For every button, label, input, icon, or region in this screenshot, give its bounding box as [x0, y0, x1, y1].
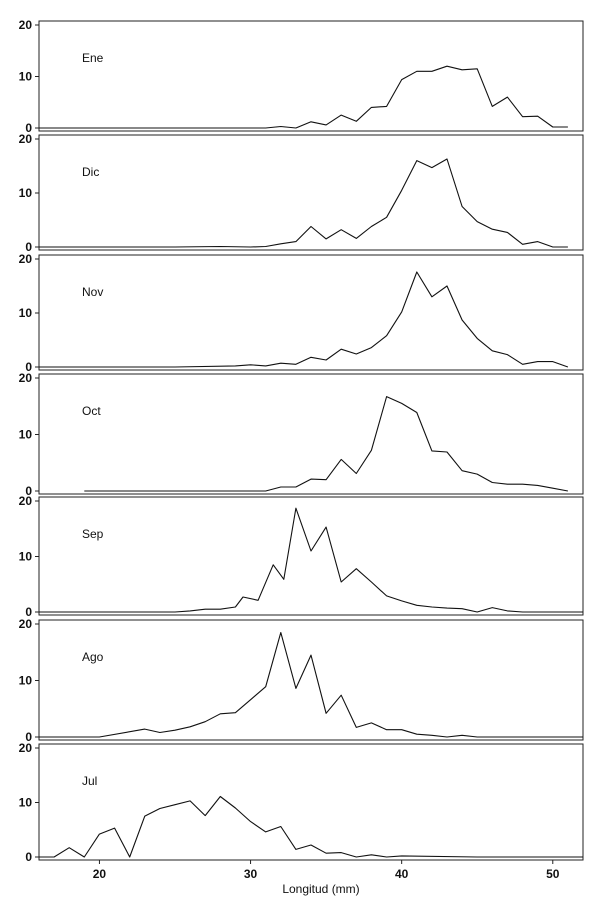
series-line-nov [39, 271, 569, 368]
month-label-ene: Ene [82, 51, 104, 65]
x-tick-label-20: 20 [93, 867, 107, 881]
y-tick-label-nov-0: 0 [25, 360, 32, 374]
panel-frame-ago [38, 619, 584, 741]
panel-frame-sep [38, 496, 584, 616]
panel-frame-oct [38, 373, 584, 495]
month-label-jul: Jul [82, 774, 97, 788]
y-tick-label-oct-20: 20 [19, 371, 33, 385]
y-tick-label-jul-0: 0 [25, 850, 32, 864]
y-tick-label-jul-20: 20 [19, 741, 33, 755]
y-tick-label-ago-20: 20 [19, 617, 33, 631]
y-tick-label-ene-0: 0 [25, 121, 32, 135]
y-tick-label-oct-10: 10 [19, 428, 33, 442]
series-line-oct [84, 396, 569, 492]
series-line-dic [39, 158, 568, 248]
y-tick-label-nov-10: 10 [19, 306, 33, 320]
y-tick-label-oct-0: 0 [25, 484, 32, 498]
x-tick-label-30: 30 [244, 867, 258, 881]
month-label-ago: Ago [82, 650, 104, 664]
y-tick-label-sep-10: 10 [19, 550, 33, 564]
panel-frame-dic [38, 134, 584, 251]
x-tick-label-40: 40 [395, 867, 409, 881]
y-tick-label-ago-0: 0 [25, 730, 32, 744]
y-tick-label-dic-0: 0 [25, 240, 32, 254]
y-tick-label-ago-10: 10 [19, 674, 33, 688]
series-line-jul [39, 795, 583, 858]
y-tick-label-sep-20: 20 [19, 494, 33, 508]
panel-frame-ene [38, 20, 584, 132]
y-tick-label-dic-20: 20 [19, 132, 33, 146]
month-label-oct: Oct [82, 404, 101, 418]
series-line-ago [39, 631, 583, 738]
x-tick-label-50: 50 [546, 867, 560, 881]
y-tick-label-dic-10: 10 [19, 186, 33, 200]
month-label-sep: Sep [82, 527, 104, 541]
y-tick-label-nov-20: 20 [19, 252, 33, 266]
y-tick-label-ene-10: 10 [19, 70, 33, 84]
month-label-dic: Dic [82, 165, 99, 179]
y-tick-label-ene-20: 20 [19, 18, 33, 32]
x-axis-title: Longitud (mm) [282, 882, 359, 896]
y-tick-label-jul-10: 10 [19, 796, 33, 810]
series-line-ene [39, 65, 568, 129]
series-line-sep [39, 507, 583, 613]
panel-frame-jul [38, 743, 584, 861]
y-tick-label-sep-0: 0 [25, 605, 32, 619]
month-label-nov: Nov [82, 285, 103, 299]
